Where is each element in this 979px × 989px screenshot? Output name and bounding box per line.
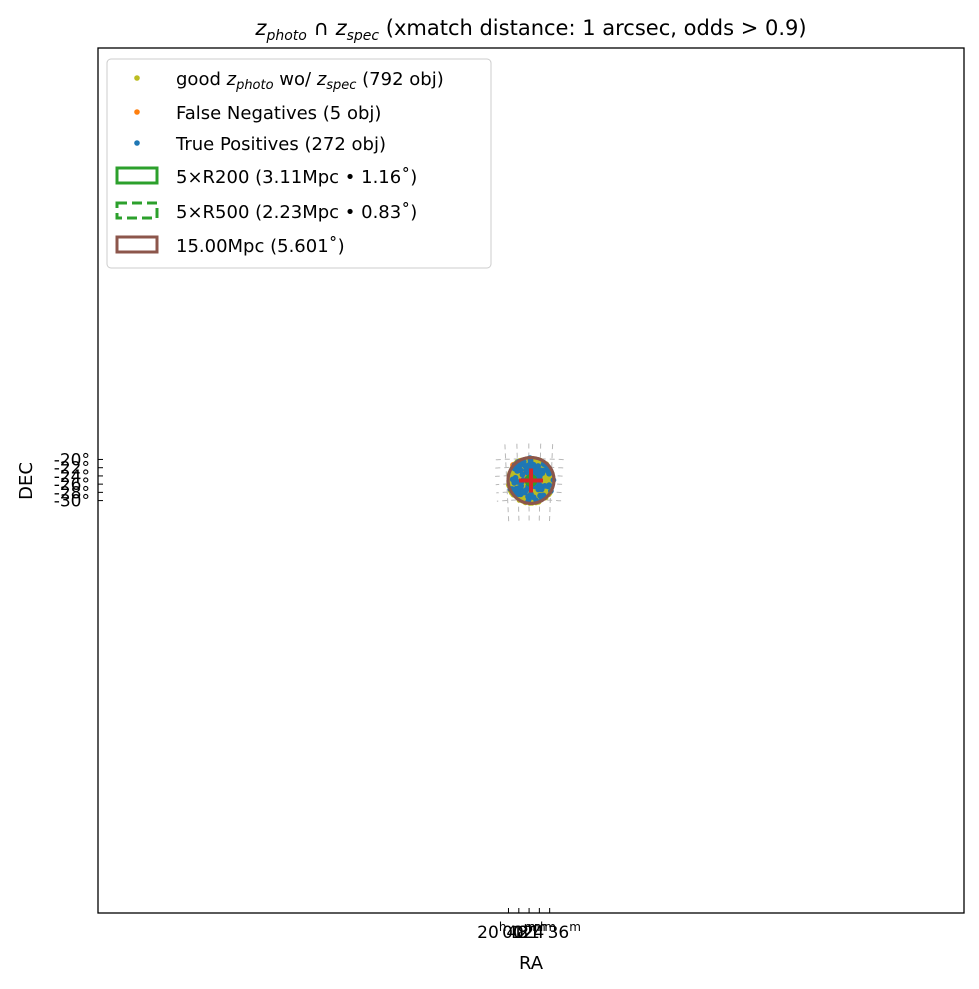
legend: good zphoto wo/ zspec (792 obj) False Ne… [106,58,492,269]
legend-marker-15mpc [115,235,159,254]
legend-label-r200: 5×R200 (3.11Mpc • 1.16˚) [176,167,417,188]
grid-line-dec [493,458,564,461]
point-true-positive [509,476,516,483]
legend-label-good-photo: good zphoto wo/ zspec (792 obj) [176,69,444,93]
y-axis-label: DEC [16,462,37,500]
legend-marker-r500 [115,201,159,220]
x-tick-label: 00m [502,920,535,943]
x-tick-label: 21h36m [518,920,581,943]
point-true-positive [530,494,537,501]
chart-title: zphoto ∩ zspec (xmatch distance: 1 arcse… [254,16,806,44]
legend-marker-false-negatives [134,109,140,115]
point-true-positive [545,483,551,490]
legend-label-false-negatives: False Negatives (5 obj) [176,103,381,124]
point-true-positive [519,471,526,478]
legend-marker-good-photo [134,75,140,81]
legend-marker-r200 [115,166,159,185]
point-true-positive [520,488,526,495]
y-tick-label: -30° [54,492,90,512]
legend-marker-true-positives [134,140,140,146]
point-true-positive [525,493,531,500]
point-true-positive [523,466,530,473]
plot-frame [97,47,965,914]
legend-label-r500: 5×R500 (2.23Mpc • 0.83˚) [176,202,417,223]
x-tick-label: 20h48m [477,920,540,943]
x-axis-label: RA [519,953,544,974]
axis-ticks: -20°-22°-24°-26°-28°-30° 21h36m24m12m00m2… [54,450,581,943]
y-tick-label: -26° [54,475,90,495]
point-true-positive [514,468,521,474]
center-marker [519,468,543,493]
legend-box [106,58,492,269]
y-tick-label: -28° [54,483,90,503]
y-tick-label: -22° [54,459,90,479]
point-true-positive [546,470,552,477]
legend-label-15mpc: 15.00Mpc (5.601˚) [176,236,345,257]
point-true-positive [537,470,543,477]
y-tick-label: -24° [54,467,90,487]
circle-2 [506,456,556,505]
point-true-positive [537,482,544,489]
x-tick-label: 24m [523,920,556,943]
x-tick-label: 12m [512,920,545,943]
legend-label-true-positives: True Positives (272 obj) [175,134,386,155]
y-tick-label: -20° [54,450,90,470]
